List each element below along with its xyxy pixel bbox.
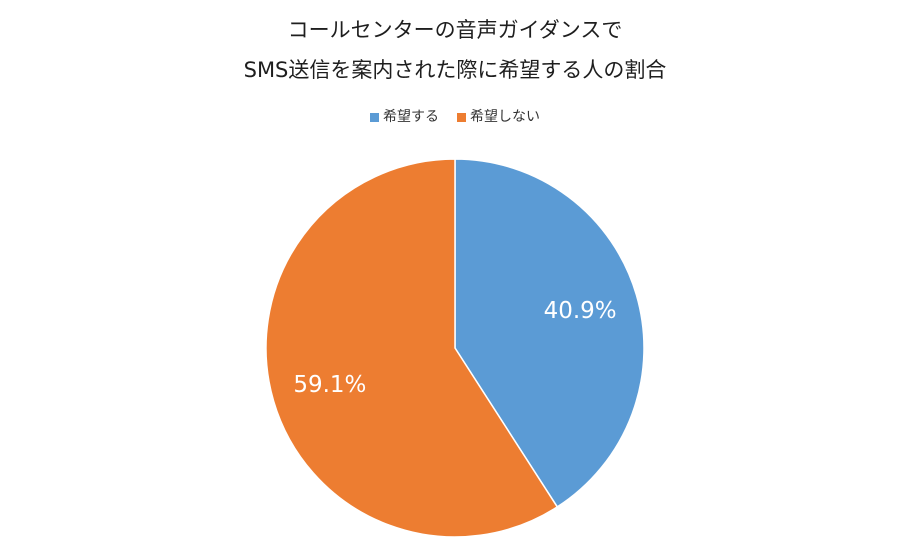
legend: 希望する 希望しない	[0, 108, 910, 126]
chart-title-line-2: SMS送信を案内された際に希望する人の割合	[243, 58, 667, 82]
legend-label-kibou-suru: 希望する	[383, 109, 439, 125]
legend-label-kibou-shinai: 希望しない	[470, 109, 540, 125]
pie-slices	[265, 158, 645, 538]
pie-slice-kibou-suru	[454, 158, 645, 508]
legend-swatch-kibou-suru	[370, 112, 379, 122]
legend-item-kibou-suru: 希望する	[370, 108, 439, 126]
pie-slice-kibou-shinai	[265, 158, 559, 538]
chart-title-line-1: コールセンターの音声ガイダンスで	[287, 18, 623, 42]
data-label-kibou-shinai: 59.1%	[293, 372, 366, 398]
legend-item-kibou-shinai: 希望しない	[457, 108, 540, 126]
legend-swatch-kibou-shinai	[457, 112, 466, 122]
pie-data-labels: 40.9% 59.1%	[293, 298, 616, 398]
data-label-kibou-suru: 40.9%	[544, 298, 617, 324]
